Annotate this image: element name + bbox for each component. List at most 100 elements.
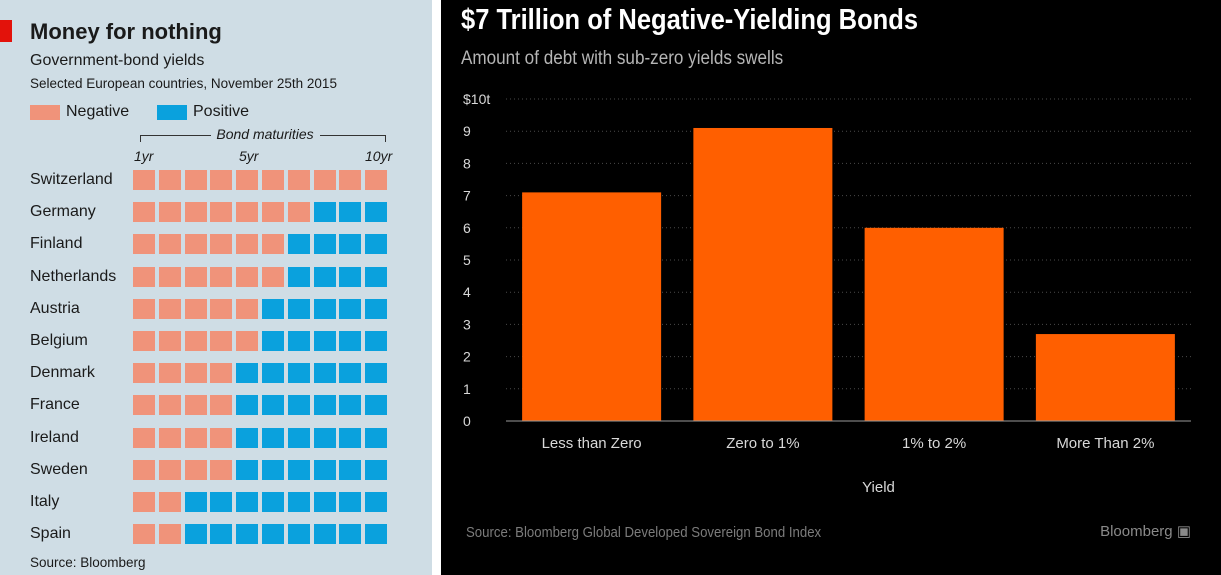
cell-negative	[184, 459, 207, 480]
cell-negative	[133, 234, 155, 255]
y-tick-label: 7	[463, 188, 471, 204]
cell-positive	[287, 298, 310, 319]
cell-positive	[339, 202, 362, 223]
cell-positive	[262, 331, 284, 351]
cell-negative	[262, 170, 284, 190]
brand-label: Bloomberg	[1100, 523, 1173, 540]
cell-negative	[158, 202, 181, 223]
y-tick-label: 1	[463, 381, 471, 397]
cell-negative	[365, 170, 388, 190]
cell-positive	[339, 266, 362, 287]
cell-positive	[313, 234, 336, 255]
cell-positive	[262, 395, 284, 416]
cell-positive	[365, 202, 388, 223]
bar	[522, 192, 662, 421]
cell-positive	[287, 524, 310, 545]
bar	[1035, 334, 1175, 421]
cell-negative	[133, 266, 155, 287]
country-label: Ireland	[30, 428, 79, 446]
cell-negative	[313, 170, 336, 190]
cell-positive	[313, 298, 336, 319]
cell-negative	[133, 331, 155, 351]
cell-positive	[313, 266, 336, 287]
cell-positive	[236, 459, 259, 480]
bloomberg-mark-icon: ▣	[1176, 523, 1191, 540]
country-label: Finland	[30, 235, 83, 253]
bond-maturities-axis: Bond maturities	[140, 126, 390, 144]
cell-positive	[313, 202, 336, 223]
cell-positive	[339, 363, 362, 384]
cell-negative	[210, 427, 233, 448]
cell-positive	[262, 427, 284, 448]
maturities-bracket-left	[140, 135, 211, 142]
cell-positive	[184, 492, 207, 512]
cell-negative	[158, 363, 181, 384]
cell-negative	[184, 331, 207, 351]
cell-positive	[313, 524, 336, 545]
cell-positive	[262, 363, 284, 384]
cell-negative	[133, 363, 155, 384]
cell-positive	[287, 331, 310, 351]
cell-positive	[262, 459, 284, 480]
legend-label-negative: Negative	[66, 103, 130, 120]
country-label: Sweden	[30, 460, 88, 478]
bar	[864, 227, 1004, 421]
chart-subtitle: Government-bond yields	[30, 52, 205, 69]
cell-negative	[184, 266, 207, 287]
cell-negative	[133, 395, 155, 416]
y-tick-label: 6	[463, 220, 471, 236]
cell-negative	[184, 298, 207, 319]
cell-negative	[158, 492, 181, 512]
economist-chart-panel: Money for nothing Government-bond yields…	[0, 0, 432, 575]
cell-positive	[184, 524, 207, 545]
cell-positive	[236, 363, 259, 384]
cell-negative	[184, 234, 207, 255]
country-label: Switzerland	[30, 171, 113, 188]
cell-positive	[262, 524, 284, 545]
cell-negative	[158, 331, 181, 351]
cell-positive	[365, 395, 388, 416]
cell-negative	[210, 363, 233, 384]
x-tick-label: Zero to 1%	[726, 435, 799, 452]
legend-swatch-negative-icon	[30, 104, 60, 120]
bar-chart: 0 1 2 3 4 5 6 7 8 9 $10t Less than Zero Zero to 1% 1%…	[463, 91, 1191, 496]
y-tick-label: 0	[463, 413, 471, 429]
y-tick-label: 9	[463, 123, 471, 139]
cell-negative	[210, 395, 233, 416]
cell-negative	[184, 427, 207, 448]
cell-negative	[210, 202, 233, 223]
maturities-label: Bond maturities	[212, 126, 318, 142]
cell-negative	[236, 170, 259, 190]
bloomberg-chart-panel: $7 Trillion of Negative-Yielding Bonds A…	[441, 0, 1221, 575]
cell-positive	[287, 427, 310, 448]
cell-positive	[365, 266, 388, 287]
cell-positive	[287, 363, 310, 384]
cell-positive	[236, 524, 259, 545]
cell-positive	[365, 492, 388, 512]
cell-positive	[339, 492, 362, 512]
cell-negative	[236, 266, 259, 287]
cell-positive	[287, 266, 310, 287]
country-label: Germany	[30, 203, 96, 221]
y-tick-label: 3	[463, 316, 471, 332]
cell-negative	[184, 363, 207, 384]
y-tick-label: 5	[463, 252, 471, 268]
cell-negative	[133, 524, 155, 545]
cell-negative	[262, 266, 284, 287]
cell-positive	[339, 459, 362, 480]
cell-negative	[158, 234, 181, 255]
cell-positive	[236, 492, 259, 512]
cell-positive	[262, 492, 284, 512]
cell-negative	[210, 266, 233, 287]
cell-negative	[133, 459, 155, 480]
cell-positive	[287, 459, 310, 480]
x-tick-label: 1% to 2%	[902, 435, 966, 452]
cell-negative	[133, 170, 155, 190]
x-tick-label: 5yr	[239, 148, 259, 164]
bloomberg-logo: Bloomberg ▣	[1100, 522, 1191, 540]
cell-negative	[158, 266, 181, 287]
cell-negative	[210, 459, 233, 480]
cell-negative	[158, 427, 181, 448]
chart-subtitle: Amount of debt with sub-zero yields swel…	[461, 48, 784, 69]
cell-positive	[339, 524, 362, 545]
